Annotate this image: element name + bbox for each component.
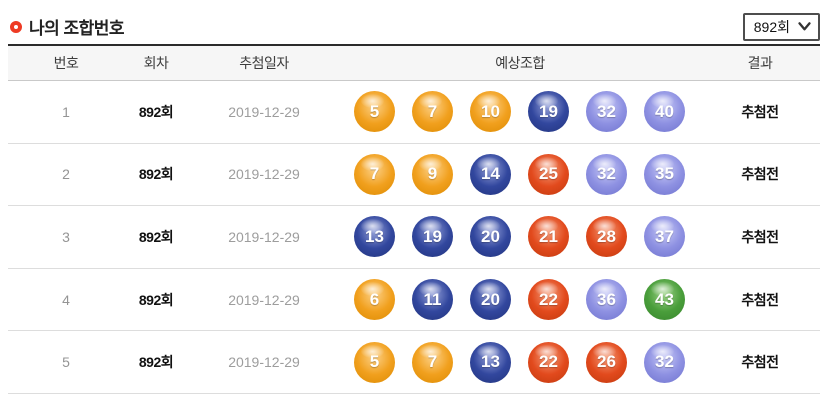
table-header-row: 번호 회차 추첨일자 예상조합 결과 xyxy=(8,46,820,81)
lotto-ball: 11 xyxy=(412,279,453,321)
header-combo: 예상조합 xyxy=(495,55,545,71)
chevron-down-icon xyxy=(798,22,811,31)
header-round: 회차 xyxy=(143,55,169,71)
header-result: 결과 xyxy=(747,55,773,71)
lotto-ball: 14 xyxy=(470,153,511,195)
lotto-ball: 13 xyxy=(354,216,395,258)
lotto-balls: 5 7 13 22 26 32 xyxy=(340,341,700,383)
lotto-ball: 37 xyxy=(644,216,685,258)
lotto-ball: 25 xyxy=(528,153,569,195)
row-combo-cell: 7 9 14 25 32 35 xyxy=(340,153,700,195)
table-row: 1 892회 2019-12-29 5 7 10 19 32 40 추첨전 xyxy=(8,81,820,144)
title-wrap: 나의 조합번호 xyxy=(10,14,125,39)
table-body: 1 892회 2019-12-29 5 7 10 19 32 40 추첨전 2 892회 … xyxy=(8,81,820,394)
row-number: 5 xyxy=(62,354,70,371)
top-bar: 나의 조합번호 892회 xyxy=(0,0,828,44)
lotto-ball: 28 xyxy=(586,216,627,258)
row-round: 892회 xyxy=(138,228,174,245)
lotto-balls: 5 7 10 19 32 40 xyxy=(340,91,700,133)
round-select-value: 892회 xyxy=(753,18,790,35)
row-draw-date: 2019-12-29 xyxy=(228,354,300,371)
row-round: 892회 xyxy=(138,354,174,371)
lotto-ball: 20 xyxy=(470,216,511,258)
row-round: 892회 xyxy=(138,291,174,308)
row-combo-cell: 13 19 20 21 28 37 xyxy=(340,216,700,258)
row-combo-cell: 5 7 13 22 26 32 xyxy=(340,341,700,383)
row-result: 추첨전 xyxy=(741,103,779,120)
lotto-ball: 19 xyxy=(528,91,569,133)
table-row: 5 892회 2019-12-29 5 7 13 22 26 32 추첨전 xyxy=(8,331,820,394)
lotto-ball: 5 xyxy=(354,91,395,133)
table-row: 3 892회 2019-12-29 13 19 20 21 28 37 추첨전 xyxy=(8,206,820,269)
lotto-ball: 19 xyxy=(412,216,453,258)
page-title: 나의 조합번호 xyxy=(29,19,125,38)
row-number: 4 xyxy=(62,291,70,308)
lotto-ball: 7 xyxy=(412,91,453,133)
row-combo-cell: 6 11 20 22 36 43 xyxy=(340,279,700,321)
lotto-ball: 32 xyxy=(644,341,685,383)
header-no: 번호 xyxy=(53,55,79,71)
row-result: 추첨전 xyxy=(741,166,779,183)
row-round: 892회 xyxy=(138,166,174,183)
lotto-ball: 7 xyxy=(354,153,395,195)
lotto-ball: 6 xyxy=(354,279,395,321)
table-row: 4 892회 2019-12-29 6 11 20 22 36 43 추첨전 xyxy=(8,269,820,332)
lotto-ball: 21 xyxy=(528,216,569,258)
lotto-ball: 9 xyxy=(412,153,453,195)
lotto-ball: 22 xyxy=(528,279,569,321)
lotto-ball: 36 xyxy=(586,279,627,321)
row-result: 추첨전 xyxy=(741,291,779,308)
lotto-balls: 13 19 20 21 28 37 xyxy=(340,216,700,258)
lotto-ball: 10 xyxy=(470,91,511,133)
row-combo-cell: 5 7 10 19 32 40 xyxy=(340,91,700,133)
row-result: 추첨전 xyxy=(741,228,779,245)
lotto-ball: 40 xyxy=(644,91,685,133)
row-draw-date: 2019-12-29 xyxy=(228,228,300,245)
row-draw-date: 2019-12-29 xyxy=(228,166,300,183)
lotto-ball: 13 xyxy=(470,341,511,383)
lotto-ball: 20 xyxy=(470,279,511,321)
lotto-ball: 43 xyxy=(644,279,685,321)
lotto-ball: 32 xyxy=(586,153,627,195)
row-number: 2 xyxy=(62,166,70,183)
row-result: 추첨전 xyxy=(741,354,779,371)
lotto-ball: 5 xyxy=(354,341,395,383)
red-ring-bullet-icon xyxy=(10,20,22,33)
row-number: 1 xyxy=(62,103,70,120)
round-select-dropdown[interactable]: 892회 xyxy=(742,12,820,41)
lotto-ball: 35 xyxy=(644,153,685,195)
row-round: 892회 xyxy=(138,103,174,120)
header-date: 추첨일자 xyxy=(239,55,289,71)
row-number: 3 xyxy=(62,228,70,245)
row-draw-date: 2019-12-29 xyxy=(228,103,300,120)
lotto-ball: 7 xyxy=(412,341,453,383)
lotto-balls: 7 9 14 25 32 35 xyxy=(340,153,700,195)
lotto-ball: 22 xyxy=(528,341,569,383)
row-draw-date: 2019-12-29 xyxy=(228,291,300,308)
lotto-balls: 6 11 20 22 36 43 xyxy=(340,279,700,321)
table-row: 2 892회 2019-12-29 7 9 14 25 32 35 추첨전 xyxy=(8,144,820,207)
lotto-ball: 32 xyxy=(586,91,627,133)
lotto-ball: 26 xyxy=(586,341,627,383)
